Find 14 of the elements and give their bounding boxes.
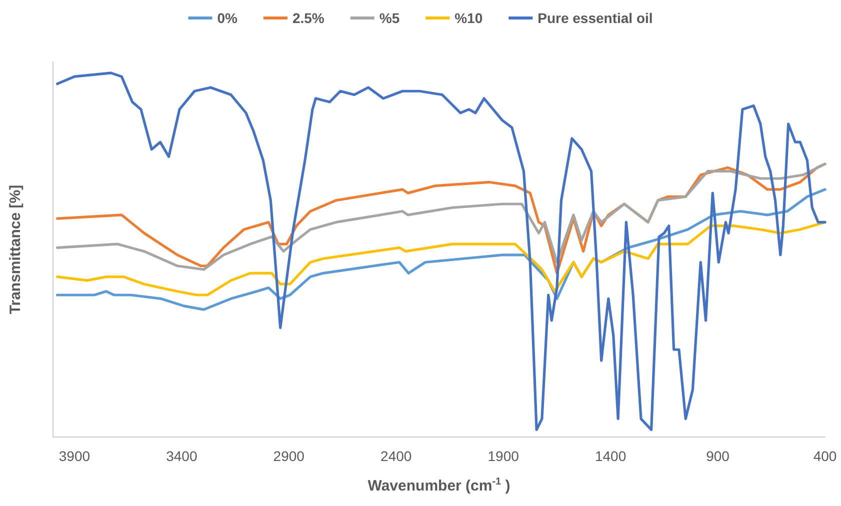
x-tick-label: 900: [706, 448, 730, 464]
x-tick-label: 2900: [273, 448, 305, 464]
legend-label: 2.5%: [292, 10, 325, 26]
legend-label: 0%: [217, 10, 238, 26]
x-tick-label: 3900: [58, 448, 90, 464]
legend-label: %10: [454, 10, 483, 26]
x-tick-label: 1900: [488, 448, 520, 464]
legend-label: %5: [379, 10, 400, 26]
x-tick-label: 400: [813, 448, 837, 464]
y-axis-title: Transmittance [%]: [7, 184, 24, 314]
legend-label: Pure essential oil: [538, 10, 653, 26]
x-tick-label: 3400: [166, 448, 198, 464]
x-tick-label: 2400: [380, 448, 412, 464]
x-tick-label: 1400: [594, 448, 626, 464]
